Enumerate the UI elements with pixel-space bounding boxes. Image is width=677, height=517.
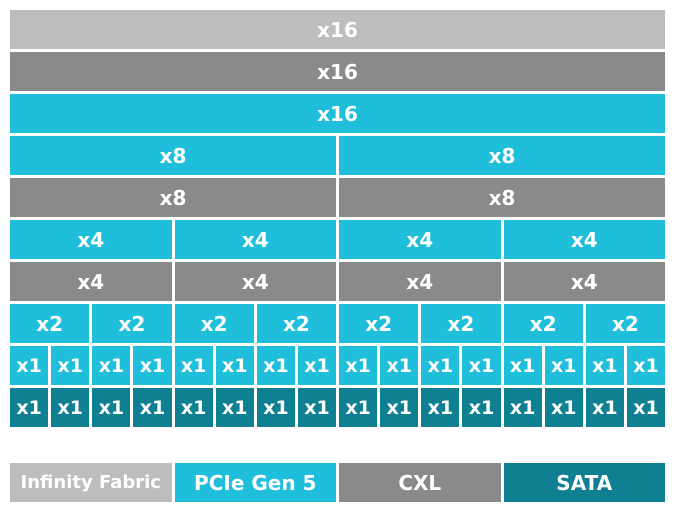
lane-cell-x1: x1 <box>626 388 665 427</box>
lane-cell-x8: x8 <box>339 136 665 175</box>
lane-cell-x2: x2 <box>503 304 583 343</box>
lane-cell-x1: x1 <box>339 388 378 427</box>
lane-cell-x8: x8 <box>10 136 336 175</box>
lane-cell-x1: x1 <box>462 346 501 385</box>
lane-cell-x1: x1 <box>10 346 49 385</box>
lane-cell-x16: x16 <box>10 94 665 133</box>
lane-row-x1-pcie-gen5: x1 x1 x1 x1 x1 x1 x1 x1 x1 x1 x1 x1 x1 x1 x1 x1 <box>10 346 665 385</box>
lane-row-x2-pcie-gen5: x2 x2 x2 x2 x2 x2 x2 x2 <box>10 304 665 343</box>
lane-configuration-diagram: x16 x16 x16 x8 x8 x8 x8 x4 x4 x4 x4 x4 x4 x4 x4 x2 x2 x2 x… <box>10 10 665 427</box>
lane-cell-x2: x2 <box>10 304 90 343</box>
lane-cell-x1: x1 <box>10 388 49 427</box>
lane-cell-x1: x1 <box>503 346 542 385</box>
lane-cell-x1: x1 <box>215 346 254 385</box>
legend-item-pcie-gen5: PCIe Gen 5 <box>174 463 336 502</box>
lane-row-x16-infinity-fabric: x16 <box>10 10 665 49</box>
lane-cell-x1: x1 <box>585 388 624 427</box>
lane-row-x16-cxl: x16 <box>10 52 665 91</box>
lane-cell-x1: x1 <box>544 388 583 427</box>
lane-cell-x1: x1 <box>626 346 665 385</box>
lane-cell-x2: x2 <box>256 304 336 343</box>
legend-item-cxl: CXL <box>339 463 501 502</box>
lane-cell-x4: x4 <box>339 220 501 259</box>
legend-item-infinity-fabric: Infinity Fabric <box>10 463 172 502</box>
lane-cell-x4: x4 <box>503 220 665 259</box>
lane-cell-x1: x1 <box>297 346 336 385</box>
lane-cell-x1: x1 <box>92 346 131 385</box>
lane-cell-x1: x1 <box>421 346 460 385</box>
lane-cell-x1: x1 <box>256 388 295 427</box>
lane-cell-x4: x4 <box>503 262 665 301</box>
lane-row-x4-pcie-gen5: x4 x4 x4 x4 <box>10 220 665 259</box>
lane-cell-x2: x2 <box>174 304 254 343</box>
lane-cell-x1: x1 <box>544 346 583 385</box>
lane-cell-x1: x1 <box>174 388 213 427</box>
lane-cell-x1: x1 <box>133 346 172 385</box>
lane-cell-x2: x2 <box>585 304 665 343</box>
lane-cell-x1: x1 <box>215 388 254 427</box>
lane-cell-x1: x1 <box>92 388 131 427</box>
lane-cell-x1: x1 <box>503 388 542 427</box>
lane-cell-x16: x16 <box>10 10 665 49</box>
lane-cell-x4: x4 <box>174 262 336 301</box>
lane-row-x1-sata: x1 x1 x1 x1 x1 x1 x1 x1 x1 x1 x1 x1 x1 x1 x1 x1 <box>10 388 665 427</box>
legend-item-sata: SATA <box>503 463 665 502</box>
lane-row-x8-pcie-gen5: x8 x8 <box>10 136 665 175</box>
lane-row-x16-pcie-gen5: x16 <box>10 94 665 133</box>
lane-cell-x8: x8 <box>10 178 336 217</box>
lane-cell-x4: x4 <box>174 220 336 259</box>
lane-cell-x1: x1 <box>51 388 90 427</box>
lane-row-x8-cxl: x8 x8 <box>10 178 665 217</box>
lane-cell-x1: x1 <box>174 346 213 385</box>
lane-cell-x1: x1 <box>133 388 172 427</box>
lane-cell-x1: x1 <box>380 346 419 385</box>
lane-cell-x1: x1 <box>380 388 419 427</box>
protocol-legend: Infinity Fabric PCIe Gen 5 CXL SATA <box>10 463 665 502</box>
lane-cell-x2: x2 <box>339 304 419 343</box>
lane-cell-x4: x4 <box>10 220 172 259</box>
lane-cell-x4: x4 <box>339 262 501 301</box>
lane-cell-x4: x4 <box>10 262 172 301</box>
lane-cell-x1: x1 <box>297 388 336 427</box>
lane-cell-x1: x1 <box>51 346 90 385</box>
lane-cell-x2: x2 <box>421 304 501 343</box>
lane-cell-x1: x1 <box>256 346 295 385</box>
lane-cell-x16: x16 <box>10 52 665 91</box>
lane-cell-x1: x1 <box>585 346 624 385</box>
lane-cell-x1: x1 <box>421 388 460 427</box>
lane-row-x4-cxl: x4 x4 x4 x4 <box>10 262 665 301</box>
lane-cell-x8: x8 <box>339 178 665 217</box>
lane-cell-x1: x1 <box>462 388 501 427</box>
lane-cell-x1: x1 <box>339 346 378 385</box>
lane-cell-x2: x2 <box>92 304 172 343</box>
